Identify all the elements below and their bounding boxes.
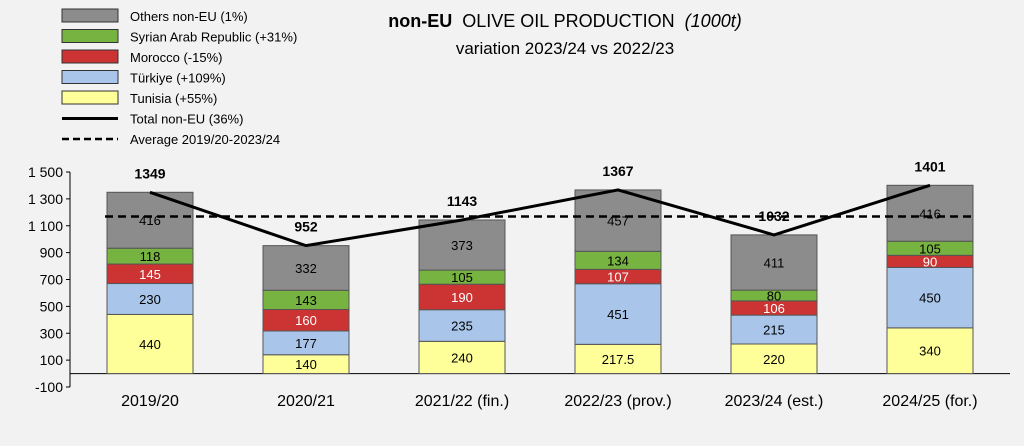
chart-title-unit: (1000t) (685, 11, 742, 31)
bar-value-label: 332 (295, 261, 317, 276)
bar-segment (730, 314, 818, 345)
bar-value-label: 220 (763, 352, 785, 367)
bar-value-label: 190 (451, 290, 473, 305)
chart-title-main: OLIVE OIL PRODUCTION (462, 11, 674, 31)
legend-swatch (61, 90, 119, 105)
x-tick-label: 2021/22 (fin.) (415, 393, 509, 410)
bar-value-label: 416 (919, 206, 941, 221)
bar-value-label: 145 (139, 267, 161, 282)
y-tick-label: 300 (40, 325, 64, 341)
bar-value-label: 177 (295, 336, 317, 351)
y-tick-label: 900 (40, 245, 64, 261)
legend-label: Morocco (-15%) (130, 50, 222, 65)
bar-segment (886, 266, 974, 329)
legend: Others non-EU (1%) Syrian Arab Republic (… (61, 8, 297, 147)
bar-value-label: 451 (607, 307, 629, 322)
bar-value-label: 105 (451, 270, 473, 285)
bar-value-label: 160 (295, 313, 317, 328)
bar-segment (106, 313, 194, 375)
legend-swatch (61, 8, 119, 23)
bar-value-label: 230 (139, 292, 161, 307)
legend-label: Total non-EU (36%) (130, 112, 243, 127)
total-line (149, 183, 931, 248)
y-tick-label: 1 500 (28, 164, 63, 180)
legend-label: Türkiye (+109%) (130, 71, 226, 86)
legend-swatch (61, 29, 119, 43)
bar-value-label: 235 (451, 319, 473, 334)
chart-subtitle: variation 2023/24 vs 2022/23 (456, 39, 674, 58)
bar-value-label: 217.5 (602, 352, 635, 367)
axes: -100 100 300 500 700 900 1 100 1 300 1 500 2019/2… (28, 164, 1010, 410)
bar-value-label: 140 (295, 357, 317, 372)
bar-value-label: 118 (140, 249, 161, 264)
bar-value-label: 240 (451, 350, 473, 365)
y-tick-label: -100 (35, 379, 63, 395)
legend-label: Average 2019/20-2023/24 (130, 132, 280, 147)
total-label: 1367 (602, 163, 633, 179)
bar-value-label: 411 (764, 256, 785, 271)
legend-label: Tunisia (+55%) (130, 91, 217, 106)
bar-value-label: 80 (767, 288, 781, 303)
bar-segment (730, 234, 818, 291)
y-tick-label: 100 (40, 352, 64, 368)
bar-value-label: 450 (919, 291, 941, 306)
bar-segment (574, 343, 662, 375)
total-label: 952 (294, 219, 318, 235)
bar-value-label: 143 (295, 293, 317, 308)
chart-title-bold: non-EU (388, 11, 452, 31)
y-tick-label: 1 100 (28, 218, 63, 234)
bar-segment (418, 309, 506, 342)
legend-swatch (61, 70, 119, 84)
bar-value-label: 215 (763, 323, 785, 338)
bar-value-label: 90 (923, 254, 937, 269)
bar-value-label: 105 (919, 241, 941, 256)
bar-value-label: 134 (607, 253, 629, 268)
bar-segment (574, 283, 662, 345)
y-tick-label: 1 300 (28, 191, 63, 207)
lines: 1349 952 1143 1367 1032 1401 (105, 158, 975, 248)
total-label: 1143 (447, 193, 478, 209)
x-tick-label: 2023/24 (est.) (725, 393, 824, 410)
bar-segment (106, 283, 194, 315)
bar-segment (418, 283, 506, 311)
legend-label: Others non-EU (1%) (130, 9, 248, 24)
x-tick-label: 2020/21 (277, 393, 335, 410)
x-tick-label: 2022/23 (prov.) (564, 393, 671, 410)
bar-value-label: 373 (451, 238, 473, 253)
legend-swatch (61, 49, 119, 64)
total-label: 1032 (758, 208, 789, 224)
chart-title: non-EU OLIVE OIL PRODUCTION (1000t) (388, 11, 741, 31)
total-label: 1349 (134, 165, 165, 181)
x-tick-label: 2024/25 (for.) (882, 393, 977, 410)
bar-value-label: 107 (607, 270, 629, 285)
legend-label: Syrian Arab Republic (+31%) (130, 30, 297, 45)
y-tick-label: 500 (40, 298, 64, 314)
bar-value-label: 340 (919, 344, 941, 359)
bar-value-label: 106 (763, 301, 785, 316)
bar-value-label: 440 (139, 337, 161, 352)
bar-segment (418, 219, 506, 271)
total-label: 1401 (914, 158, 945, 174)
x-tick-label: 2019/20 (121, 393, 179, 410)
bars: 440 230 145 118 416 140 177 160 143 332 240 235 190 1… (106, 184, 974, 375)
y-tick-label: 700 (40, 272, 64, 288)
